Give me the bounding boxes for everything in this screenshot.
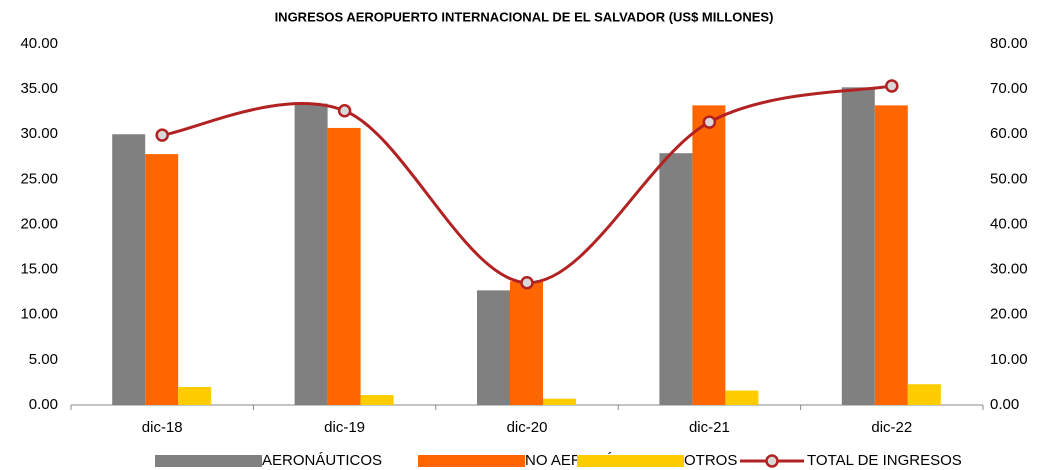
y-tick-label: 30.00: [20, 125, 58, 142]
x-tick-label: dic-22: [871, 419, 912, 436]
y2-tick-label: 20.00: [990, 306, 1028, 323]
y-tick-label: 35.00: [20, 80, 58, 97]
legend-swatch: [765, 454, 779, 468]
line-marker: [520, 275, 534, 290]
y2-tick-label: 10.00: [990, 351, 1028, 368]
bar: [510, 281, 543, 405]
y-tick-label: 0.00: [29, 396, 58, 413]
y-tick-label: 5.00: [29, 351, 58, 368]
y-tick-label: 15.00: [20, 261, 58, 278]
y2-tick-label: 80.00: [990, 35, 1028, 52]
legend-label: OTROS: [684, 452, 737, 469]
bar: [112, 134, 146, 405]
line-marker: [337, 104, 352, 118]
legend-label: AERONÁUTICOS: [262, 452, 382, 469]
bar: [725, 390, 759, 405]
x-tick-label: dic-18: [142, 419, 183, 436]
bar: [178, 386, 212, 405]
legend-label: TOTAL DE INGRESOS: [807, 452, 962, 469]
y-tick-label: 40.00: [20, 35, 58, 52]
line: [161, 84, 893, 285]
bar: [907, 384, 941, 405]
bar: [145, 154, 179, 405]
y2-tick-label: 70.00: [990, 80, 1028, 97]
bar: [294, 103, 328, 405]
bar: [477, 290, 510, 405]
bar: [360, 395, 394, 405]
line-marker: [885, 79, 899, 93]
x-tick-label: dic-20: [507, 419, 548, 436]
y-tick-label: 25.00: [20, 170, 58, 187]
bar: [874, 105, 908, 406]
bar: [543, 398, 576, 405]
legend-swatch: [418, 455, 525, 467]
y-tick-label: 10.00: [20, 306, 58, 323]
bar: [841, 87, 875, 405]
line-marker: [155, 128, 169, 142]
chart-title: INGRESOS AEROPUERTO INTERNACIONAL DE EL …: [275, 9, 774, 24]
y2-tick-label: 30.00: [990, 261, 1028, 278]
bar: [327, 127, 361, 406]
x-tick-label: dic-21: [689, 419, 730, 436]
line-marker: [702, 115, 717, 129]
legend-swatch: [155, 455, 262, 467]
legend-swatch: [577, 455, 684, 467]
y2-tick-label: 0.00: [990, 396, 1019, 413]
y2-tick-label: 50.00: [990, 170, 1028, 187]
bar: [692, 105, 726, 406]
y2-tick-label: 40.00: [990, 215, 1028, 232]
bar: [659, 153, 693, 405]
y-tick-label: 20.00: [20, 215, 58, 232]
x-tick-label: dic-19: [324, 419, 365, 436]
y2-tick-label: 60.00: [990, 125, 1028, 142]
